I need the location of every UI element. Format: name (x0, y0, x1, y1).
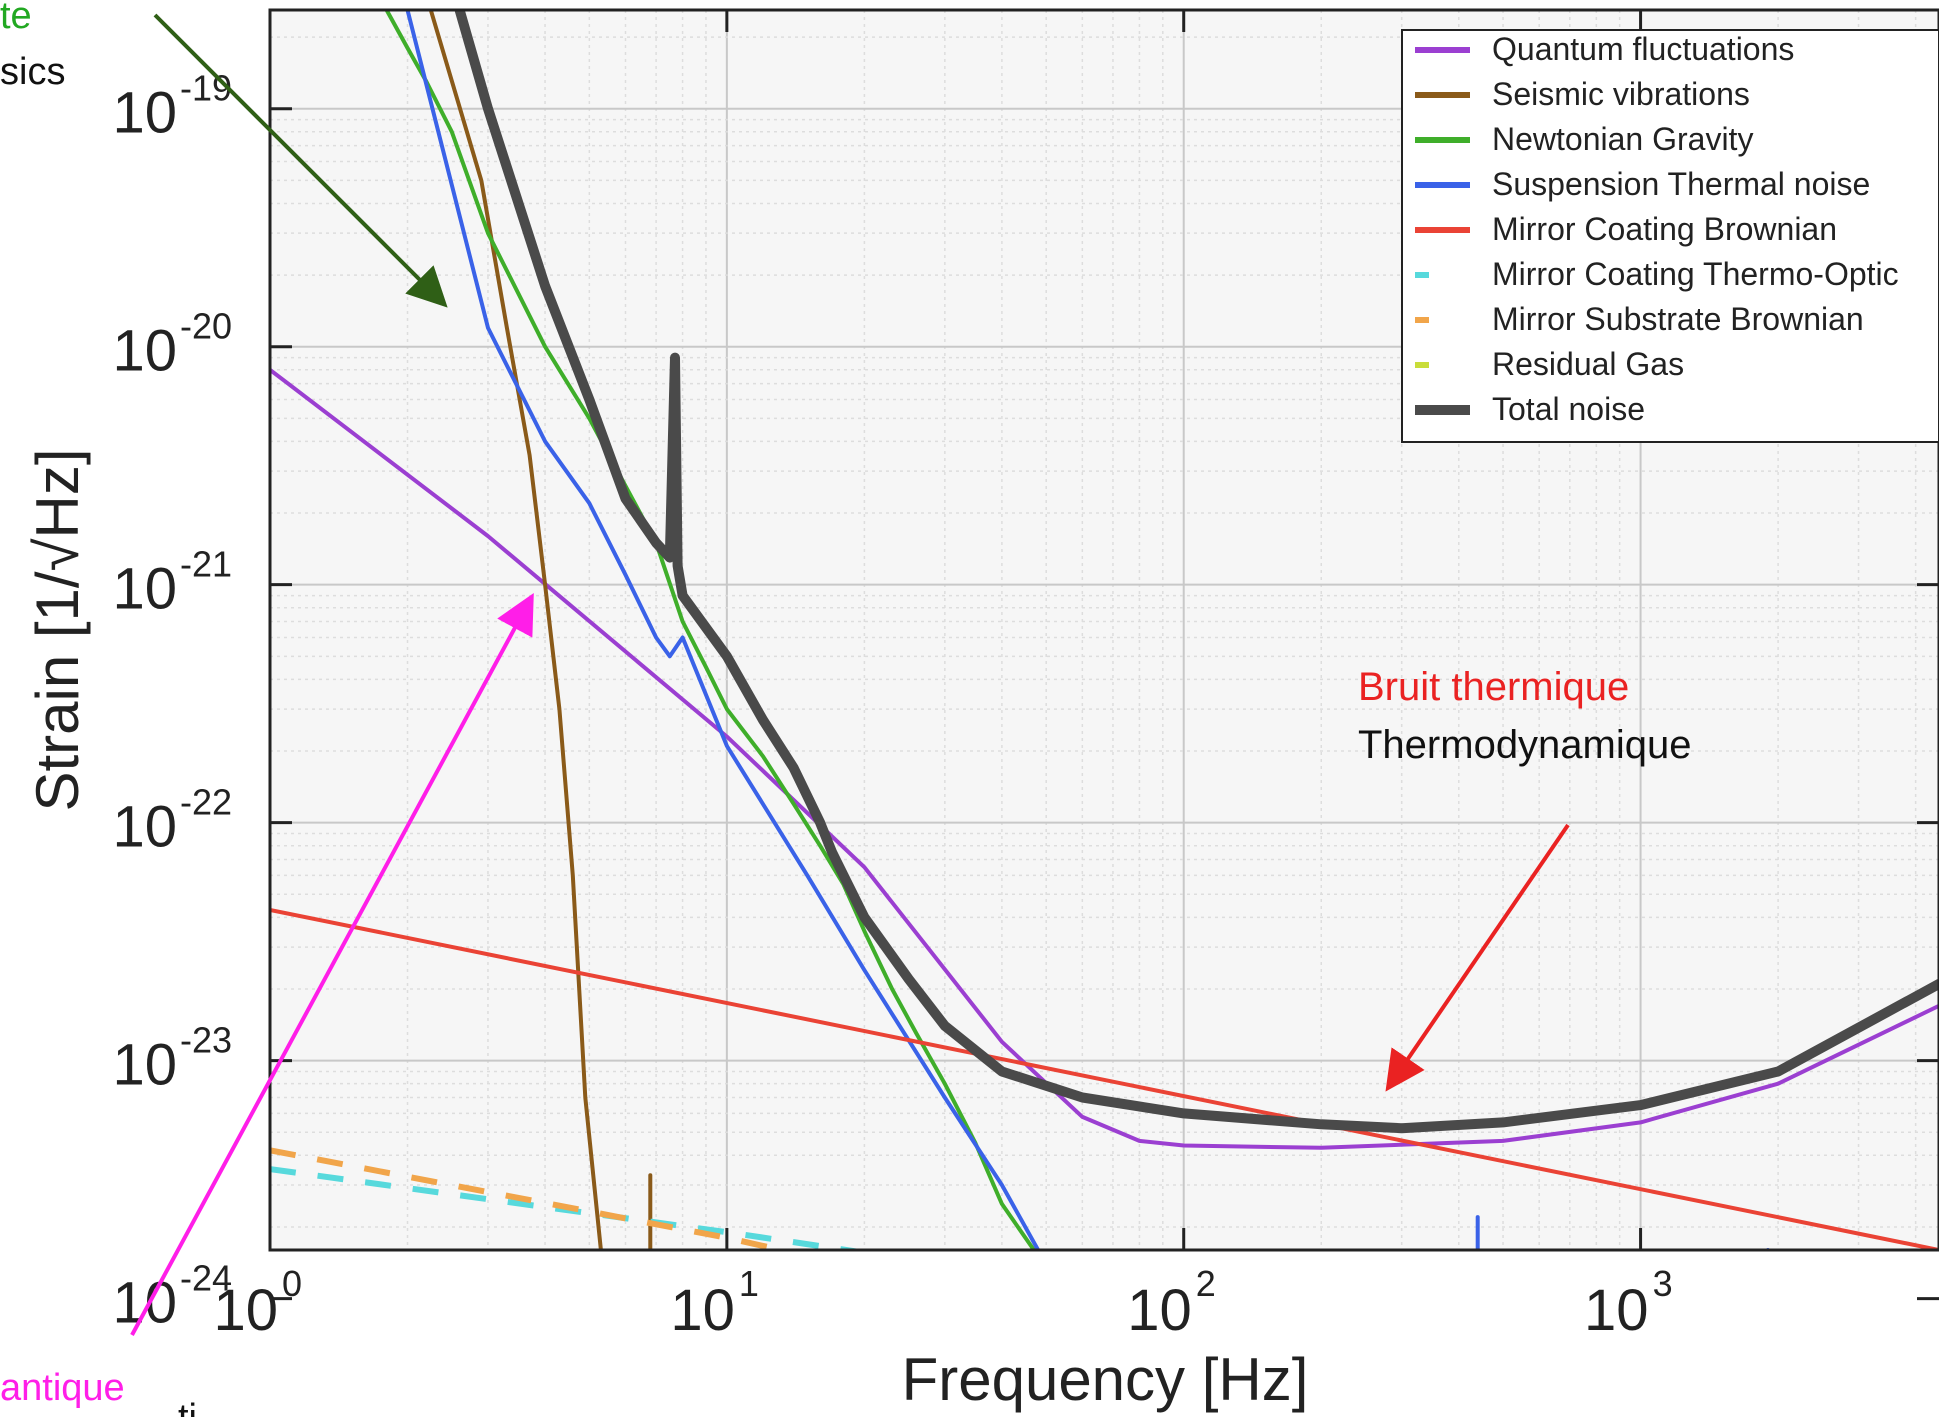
red-arrow (1385, 823, 1570, 1092)
y-tick-label-exponent: -22 (180, 782, 232, 823)
annotations: te sics antique ti Bruit thermique Therm… (0, 0, 1692, 1417)
y-tick-label: 10 -20 (112, 306, 232, 384)
y-tick-label-base: 10 (112, 319, 177, 384)
x-tick-label-exponent: 0 (282, 1263, 302, 1304)
green-arrow (153, 13, 448, 308)
y-tick-label: 10 -22 (112, 782, 232, 860)
series-line-mirror-coating-brownian (270, 907, 1939, 1250)
legend-label-suspension-thermal-noise: Suspension Thermal noise (1492, 166, 1870, 202)
y-tick-label-base: 10 (112, 1271, 177, 1336)
legend-label-mirror-coating-brownian: Mirror Coating Brownian (1492, 211, 1837, 247)
series-line-suspension-thermal-noise (405, 10, 1041, 1250)
legend-label-quantum-fluctuations: Quantum fluctuations (1492, 31, 1794, 67)
y-tick-label-base: 10 (112, 81, 177, 146)
x-tick-label: 10 3 (1584, 1263, 1673, 1343)
x-tick-label: 10 1 (670, 1263, 759, 1343)
magenta-arrow (130, 592, 534, 1336)
y-tick-label: 10 -21 (112, 544, 232, 622)
series-group (270, 10, 1939, 1352)
y-tick-label-exponent: -23 (180, 1020, 232, 1061)
annotation-thermal-line1: Bruit thermique (1358, 665, 1629, 709)
x-tick-label-base: 10 (1584, 1278, 1649, 1343)
y-tick-label: 10 -19 (112, 68, 232, 146)
series-line-residual-gas (270, 1299, 1939, 1352)
x-tick-label-base: 10 (670, 1278, 735, 1343)
x-tick-label: 10 2 (1127, 1263, 1216, 1343)
x-tick-label-base: 10 (213, 1278, 278, 1343)
series-line-total-noise (454, 10, 1939, 1134)
annotation-bottom-left-line2: ti (178, 1397, 197, 1417)
legend-label-newtonian-gravity: Newtonian Gravity (1492, 121, 1753, 157)
plot-frame (268, 8, 1939, 1252)
y-tick-label: 10 -24 (112, 1258, 232, 1336)
annotation-top-left-line1: te (0, 0, 32, 37)
legend-label-mirror-coating-thermo-optic: Mirror Coating Thermo-Optic (1492, 256, 1899, 292)
y-tick-label-base: 10 (112, 795, 177, 860)
annotation-thermal-line2: Thermodynamique (1358, 723, 1692, 767)
legend-label-total-noise: Total noise (1492, 391, 1645, 427)
x-tick-label: 10 0 (213, 1263, 302, 1343)
x-tick-labels: 10 0 10 1 10 2 10 3 (213, 1263, 1672, 1343)
y-tick-label-base: 10 (112, 557, 177, 622)
legend-label-seismic-vibrations: Seismic vibrations (1492, 76, 1750, 112)
y-tick-label-exponent: -19 (180, 68, 232, 109)
annotation-bottom-left-line1: antique (0, 1367, 125, 1409)
annotation-top-left-line2: sics (0, 51, 65, 93)
x-tick-label-exponent: 3 (1653, 1263, 1673, 1304)
x-tick-label-exponent: 2 (1196, 1263, 1216, 1304)
y-axis-label: Strain [1/√Hz] (24, 448, 91, 811)
legend: Quantum fluctuations Seismic vibrations Ne… (1401, 29, 1939, 443)
series-line-quantum-fluctuations (270, 367, 1939, 1150)
y-tick-label-base: 10 (112, 1033, 177, 1098)
legend-label-residual-gas: Residual Gas (1492, 346, 1684, 382)
series-line-newtonian-gravity (384, 10, 1036, 1250)
x-tick-label-base: 10 (1127, 1278, 1192, 1343)
legend-label-mirror-substrate-brownian: Mirror Substrate Brownian (1492, 301, 1864, 337)
series-line-seismic-vibrations (428, 10, 603, 1250)
y-tick-label: 10 -23 (112, 1020, 232, 1098)
legend-box (1401, 29, 1939, 443)
x-tick-label-exponent: 1 (739, 1263, 759, 1304)
y-tick-label-exponent: -24 (180, 1258, 232, 1299)
y-tick-label-exponent: -20 (180, 306, 232, 347)
y-tick-label-exponent: -21 (180, 544, 232, 585)
x-axis-label: Frequency [Hz] (902, 1346, 1309, 1413)
